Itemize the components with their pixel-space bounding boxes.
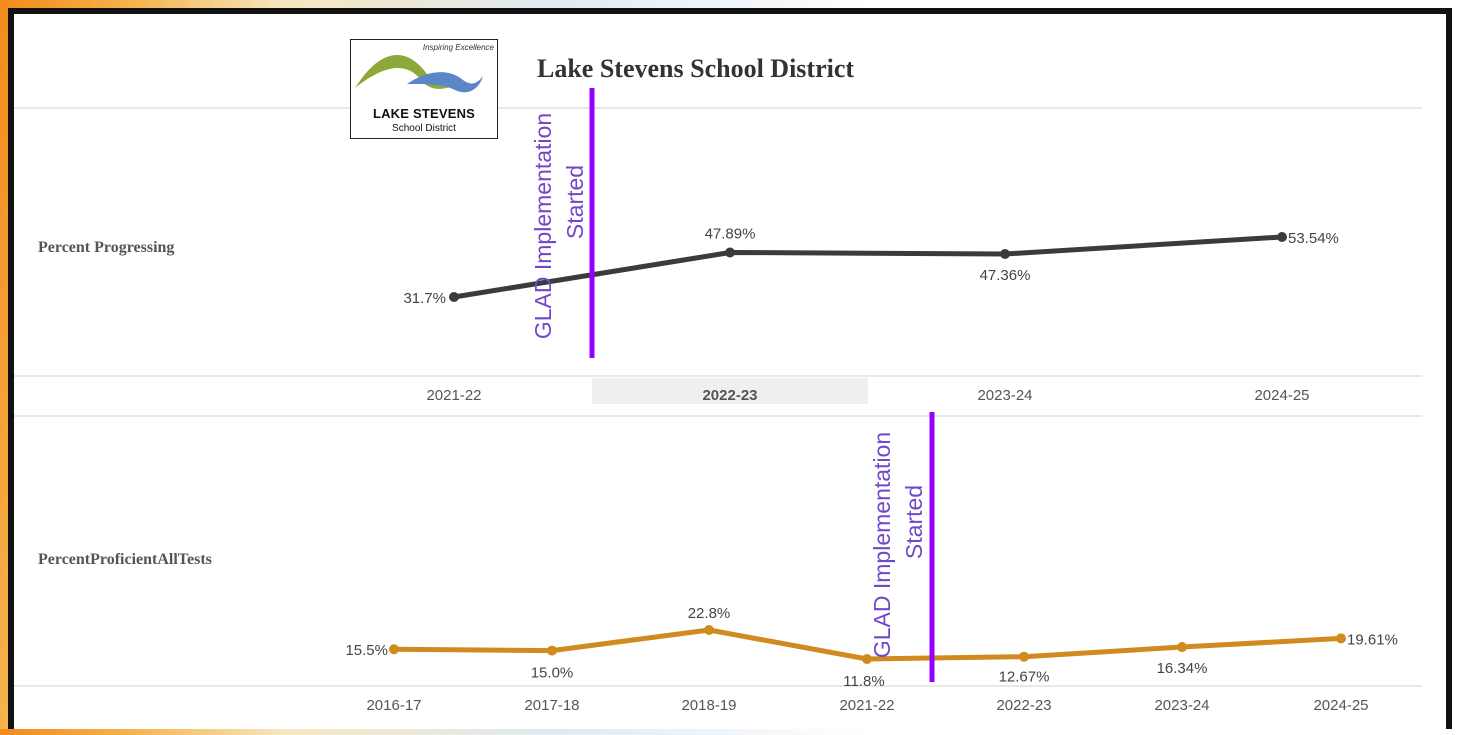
data-label-2023-24: 47.36% (980, 267, 1031, 284)
x-tick-2021-22: 2021-22 (426, 387, 481, 404)
data-label-2022-23: 12.67% (999, 669, 1050, 686)
annotation-text-line2: Started (562, 165, 588, 239)
data-label-2017-18: 15.0% (531, 665, 574, 682)
data-point-2022-23 (1019, 651, 1029, 662)
x-tick-2023-24: 2023-24 (1154, 697, 1209, 714)
data-label-2024-25: 19.61% (1347, 631, 1398, 648)
data-point-2024-25 (1277, 232, 1287, 242)
data-point-2017-18 (547, 645, 557, 656)
data-point-2022-23 (725, 247, 735, 258)
grid-lines (14, 107, 1422, 687)
data-label-2022-23: 47.89% (705, 226, 756, 243)
dashboard-frame: 31.7% 47.89% 47.36% 53.54% 2021-22 2022-23 202… (8, 8, 1452, 729)
logo-name: LAKE STEVENS (372, 106, 476, 121)
charts-canvas: 31.7% 47.89% 47.36% 53.54% 2021-22 2022-23 202… (14, 88, 1422, 714)
x-tick-2022-23: 2022-23 (702, 387, 757, 404)
data-label-2021-22: 31.7% (403, 290, 446, 307)
logo-subname: School District (392, 123, 456, 134)
logo-hills-icon (355, 54, 483, 93)
data-point-2021-22 (449, 292, 459, 302)
annotation-text-line2: Started (901, 485, 927, 559)
data-point-2024-25 (1336, 633, 1346, 644)
data-point-2021-22 (862, 654, 872, 664)
x-tick-2024-25: 2024-25 (1313, 697, 1368, 714)
data-point-2023-24 (1000, 248, 1010, 259)
series-line-percent-progressing (453, 234, 1283, 300)
category-highlight (592, 378, 868, 404)
x-tick-2016-17: 2016-17 (366, 697, 421, 714)
row-label-percent-progressing: Percent Progressing (38, 239, 175, 256)
page-title: Lake Stevens School District (537, 54, 855, 83)
x-tick-2017-18: 2017-18 (524, 697, 579, 714)
x-tick-2023-24: 2023-24 (977, 387, 1032, 404)
data-label-2016-17: 15.5% (345, 642, 388, 659)
data-label-2021-22: 11.8% (843, 673, 884, 690)
data-point-2023-24 (1177, 642, 1187, 653)
x-tick-2022-23: 2022-23 (996, 697, 1051, 714)
logo-tagline: Inspiring Excellence (422, 43, 494, 52)
x-tick-2024-25: 2024-25 (1254, 387, 1309, 404)
district-logo: Inspiring Excellence LAKE STEVENS School… (350, 39, 498, 139)
chart-percent-progressing: 31.7% 47.89% 47.36% 53.54% 2021-22 2022-23 202… (403, 88, 1339, 404)
annotation-text-line1: GLAD Implementation (530, 113, 556, 339)
annotation-text-line1: GLAD Implementation (869, 432, 895, 658)
row-label-percent-proficient: PercentProficientAllTests (38, 551, 212, 568)
x-tick-2018-19: 2018-19 (681, 697, 736, 714)
chart-percent-proficient: 15.5% 15.0% 22.8% 11.8% 12.67% 16.34% 19.61% 20… (345, 412, 1398, 714)
x-tick-2021-22: 2021-22 (839, 697, 894, 714)
data-label-2023-24: 16.34% (1157, 660, 1208, 677)
data-point-2018-19 (704, 625, 714, 635)
data-label-2024-25: 53.54% (1288, 230, 1339, 247)
data-label-2018-19: 22.8% (688, 605, 731, 622)
data-point-2016-17 (389, 644, 399, 655)
